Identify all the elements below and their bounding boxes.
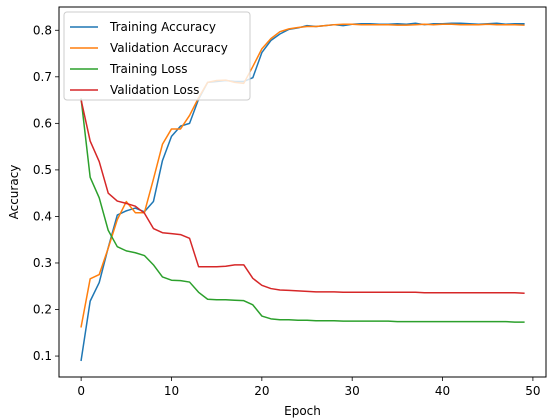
x-tick-label: 30 — [345, 384, 360, 398]
y-axis: 0.1 0.2 0.3 0.4 0.5 0.6 0.7 0.8 — [33, 23, 59, 363]
x-tick-label: 20 — [254, 384, 269, 398]
series-layer — [80, 22, 525, 362]
x-tick-label: 40 — [435, 384, 450, 398]
y-tick-label: 0.8 — [33, 23, 52, 37]
legend-label-3: Validation Loss — [110, 83, 199, 97]
legend: Training Accuracy Validation Accuracy Trai… — [63, 11, 251, 101]
y-axis-label: Accuracy — [7, 165, 21, 220]
x-tick-label: 0 — [77, 384, 85, 398]
plot-frame — [58, 6, 547, 378]
y-tick-label: 0.1 — [33, 349, 52, 363]
legend-label-2: Training Loss — [109, 62, 187, 76]
x-axis-label: Epoch — [284, 404, 321, 418]
legend-box — [63, 11, 251, 101]
y-tick-label: 0.7 — [33, 70, 52, 84]
legend-label-0: Training Accuracy — [109, 20, 216, 34]
x-axis: 0 10 20 30 40 50 — [77, 377, 541, 398]
y-tick-label: 0.3 — [33, 256, 52, 270]
x-tick-label: 50 — [525, 384, 540, 398]
y-tick-label: 0.4 — [33, 209, 52, 223]
y-tick-label: 0.6 — [33, 116, 52, 130]
series-line-3 — [80, 99, 525, 295]
y-tick-label: 0.5 — [33, 163, 52, 177]
y-tick-label: 0.2 — [33, 303, 52, 317]
series-line-2 — [80, 98, 525, 323]
x-tick-label: 10 — [164, 384, 179, 398]
series-line-1 — [80, 23, 525, 328]
legend-label-1: Validation Accuracy — [110, 41, 228, 55]
